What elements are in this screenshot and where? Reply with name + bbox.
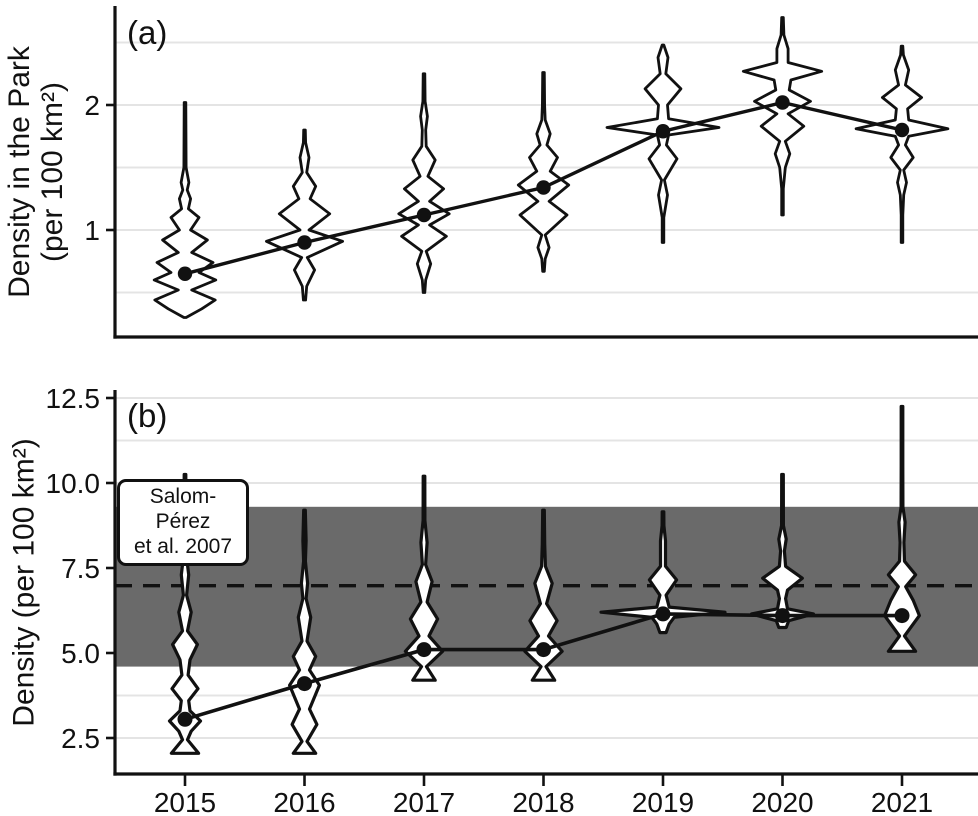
y-tick-label-a-1: 1	[84, 215, 100, 246]
y-tick-label-b-12.5: 12.5	[46, 383, 101, 414]
violin-b-2017	[403, 474, 445, 682]
mean-point-a-2017	[416, 207, 432, 223]
violin-a-2020	[741, 16, 824, 217]
violin-b-2021	[883, 404, 921, 653]
violin-b-2016	[288, 508, 321, 755]
y-tick-label-b-2.5: 2.5	[61, 723, 100, 754]
mean-point-b-2017	[416, 642, 432, 658]
x-tick-label-2015: 2015	[154, 787, 216, 816]
mean-point-a-2018	[536, 180, 551, 195]
panel-b-group: 2.5 5.0 7.5 10.0 12.5 2015 2016 2017 2018 2019 202…	[46, 383, 978, 816]
violin-a-2016	[265, 128, 344, 302]
violin-a-2019	[605, 43, 721, 244]
violin-a-2015	[152, 101, 218, 319]
mean-point-a-2020	[775, 95, 790, 110]
y-tick-label-a-2: 2	[84, 90, 100, 121]
y-tick-label-b-7.5: 7.5	[61, 553, 100, 584]
violin-a-2018	[516, 71, 571, 273]
reference-annotation-box: Salom-Pérez et al. 2007	[117, 479, 249, 566]
panel-a-y-axis-title-line2: (per 100 km²)	[36, 81, 69, 263]
mean-point-b-2016	[297, 676, 312, 692]
x-tick-label-2019: 2019	[632, 787, 694, 816]
mean-point-a-2021	[894, 122, 910, 138]
y-tick-label-b-10.0: 10.0	[46, 468, 101, 499]
mean-point-b-2021	[894, 608, 910, 624]
mean-point-a-2015	[177, 266, 193, 281]
panel-a-label: (a)	[127, 14, 168, 51]
panel-b-label: (b)	[127, 397, 168, 434]
x-tick-label-2021: 2021	[871, 787, 933, 816]
violin-a-2021	[854, 44, 950, 244]
x-tick-label-2020: 2020	[751, 787, 813, 816]
x-tick-label-2017: 2017	[393, 787, 455, 816]
panel-a-group: 12	[84, 6, 978, 339]
panel-b-y-axis-title: Density (per 100 km²)	[7, 438, 41, 727]
violin-b-2015	[167, 472, 203, 755]
reference-annotation-line2: et al. 2007	[133, 535, 233, 558]
mean-point-a-2019	[655, 124, 671, 139]
panel-a-y-axis-title: Density in the Park (per 100 km²)	[3, 0, 69, 372]
violin-b-2018	[523, 508, 564, 682]
reference-annotation-line1: Salom-Pérez	[149, 485, 217, 533]
mean-point-b-2015	[177, 711, 193, 727]
violin-b-2020	[749, 472, 816, 630]
violin-a-2017	[397, 72, 451, 294]
mean-point-b-2018	[536, 642, 551, 658]
mean-point-b-2019	[655, 606, 671, 622]
x-tick-label-2016: 2016	[273, 787, 335, 816]
y-tick-label-b-5.0: 5.0	[61, 638, 100, 669]
x-tick-label-2018: 2018	[512, 787, 574, 816]
violin-b-2019	[599, 510, 727, 635]
mean-point-b-2020	[775, 608, 790, 624]
panel-a-y-axis-title-line1: Density in the Park	[3, 46, 36, 298]
mean-point-a-2016	[297, 235, 312, 250]
